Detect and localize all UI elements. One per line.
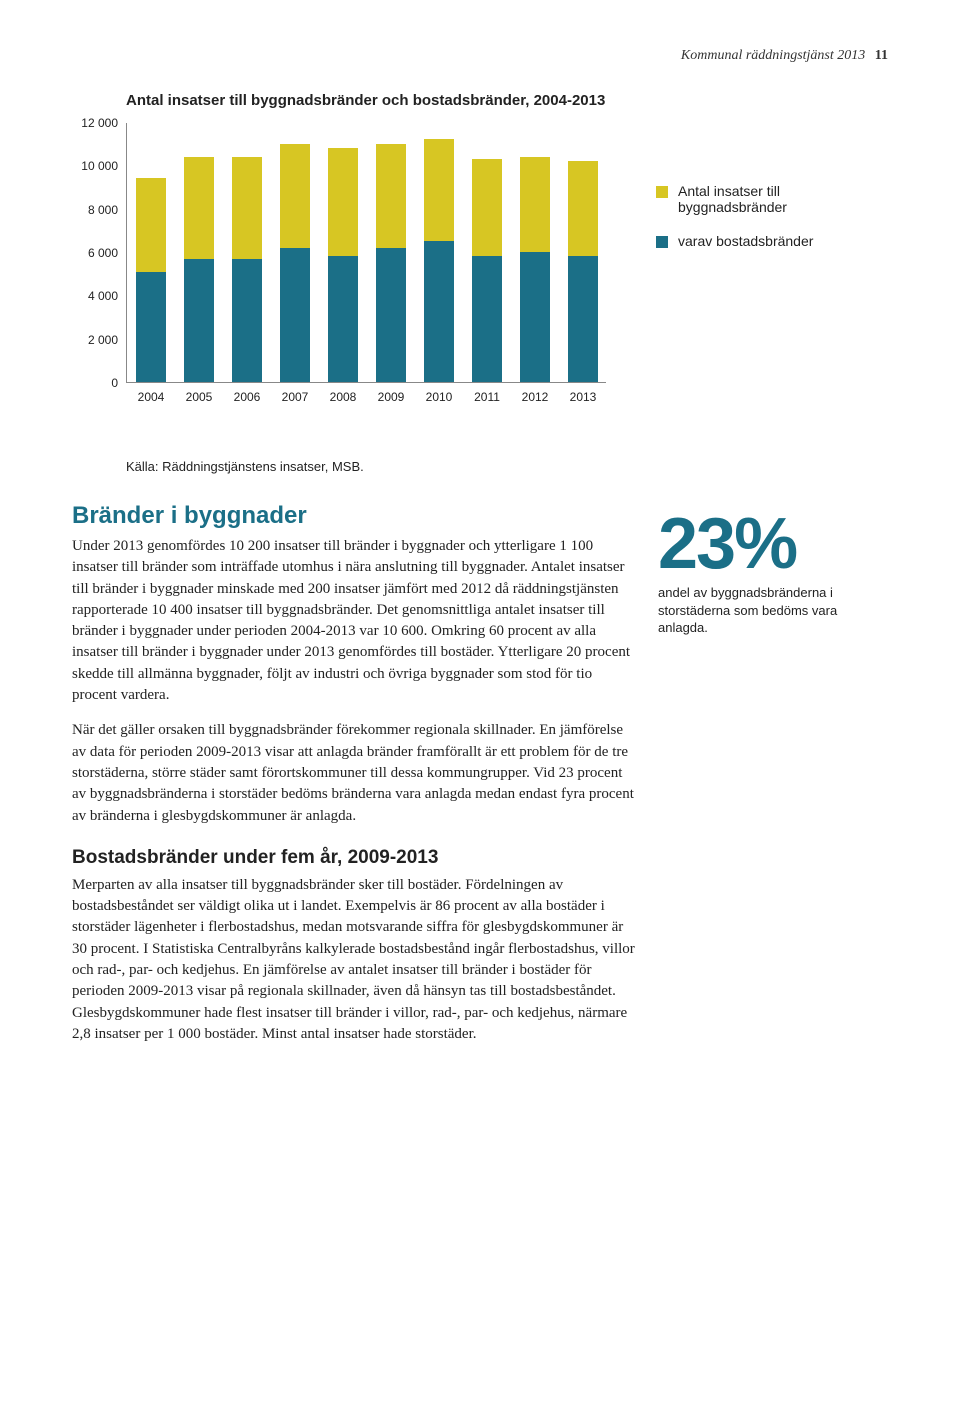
chart-xtick-label: 2006 bbox=[223, 390, 271, 404]
chart-bar-segment-bostad bbox=[136, 272, 166, 383]
legend-swatch bbox=[656, 186, 668, 198]
chart-bar-segment-bostad bbox=[184, 259, 214, 383]
paragraph: Merparten av alla insatser till byggnads… bbox=[72, 875, 638, 1045]
main-column: Bränder i byggnader Under 2013 genomförd… bbox=[72, 502, 638, 1059]
chart-bar-segment-byggnad bbox=[328, 148, 358, 256]
side-column: 23% andel av byggnadsbränderna i storstä… bbox=[658, 502, 888, 637]
paragraph: Under 2013 genomfördes 10 200 insatser t… bbox=[72, 536, 638, 706]
chart-bar-segment-bostad bbox=[280, 248, 310, 382]
running-head-title: Kommunal räddningstjänst 2013 bbox=[681, 48, 865, 63]
legend-item: Antal insatser till byggnadsbränder bbox=[656, 183, 826, 215]
page-number: 11 bbox=[875, 48, 888, 63]
chart-xtick-label: 2011 bbox=[463, 390, 511, 404]
callout-number: 23% bbox=[658, 508, 888, 580]
chart-bar-segment-bostad bbox=[328, 256, 358, 382]
legend-label: varav bostadsbränder bbox=[678, 233, 813, 249]
chart-xtick-label: 2008 bbox=[319, 390, 367, 404]
chart-ytick-label: 2 000 bbox=[72, 333, 126, 347]
chart-bar-segment-bostad bbox=[472, 256, 502, 382]
section-title-bostadsbrander: Bostadsbränder under fem år, 2009-2013 bbox=[72, 847, 638, 869]
chart-title: Antal insatser till byggnadsbränder och … bbox=[126, 92, 888, 109]
chart-plot-area: 2004200520062007200820092010201120122013 bbox=[126, 123, 606, 383]
page: Kommunal räddningstjänst 2013 11 Antal i… bbox=[0, 0, 960, 1115]
running-head: Kommunal räddningstjänst 2013 11 bbox=[72, 48, 888, 64]
chart-ytick-label: 12 000 bbox=[72, 116, 126, 130]
legend-label: Antal insatser till byggnadsbränder bbox=[678, 183, 826, 215]
chart-xtick-label: 2004 bbox=[127, 390, 175, 404]
chart-ytick-label: 10 000 bbox=[72, 159, 126, 173]
chart-bar-segment-byggnad bbox=[184, 157, 214, 259]
chart-xtick-label: 2010 bbox=[415, 390, 463, 404]
chart-wrap: 2004200520062007200820092010201120122013… bbox=[72, 123, 888, 423]
chart-bar-segment-byggnad bbox=[376, 144, 406, 248]
chart-bar-segment-bostad bbox=[376, 248, 406, 382]
chart: 2004200520062007200820092010201120122013… bbox=[72, 123, 630, 423]
chart-ytick-label: 0 bbox=[72, 376, 126, 390]
chart-bar-segment-bostad bbox=[424, 241, 454, 382]
legend-item: varav bostadsbränder bbox=[656, 233, 826, 249]
chart-bar-segment-byggnad bbox=[568, 161, 598, 256]
chart-ytick-label: 6 000 bbox=[72, 246, 126, 260]
chart-xtick-label: 2013 bbox=[559, 390, 607, 404]
callout-note: andel av byggnadsbränderna i storstädern… bbox=[658, 584, 888, 637]
chart-ytick-label: 8 000 bbox=[72, 203, 126, 217]
chart-bar-segment-byggnad bbox=[280, 144, 310, 248]
chart-bar-segment-byggnad bbox=[232, 157, 262, 259]
chart-bar-segment-byggnad bbox=[520, 157, 550, 252]
chart-bar-segment-bostad bbox=[520, 252, 550, 382]
chart-bar-segment-bostad bbox=[568, 256, 598, 382]
chart-xtick-label: 2007 bbox=[271, 390, 319, 404]
chart-bar-segment-bostad bbox=[232, 259, 262, 383]
chart-bar-segment-byggnad bbox=[472, 159, 502, 257]
legend-swatch bbox=[656, 236, 668, 248]
chart-legend: Antal insatser till byggnadsbränder varav… bbox=[656, 183, 826, 267]
chart-bar-segment-byggnad bbox=[424, 139, 454, 241]
chart-bar-segment-byggnad bbox=[136, 178, 166, 271]
chart-xtick-label: 2009 bbox=[367, 390, 415, 404]
paragraph: När det gäller orsaken till byggnadsbrän… bbox=[72, 720, 638, 826]
chart-xtick-label: 2005 bbox=[175, 390, 223, 404]
chart-xtick-label: 2012 bbox=[511, 390, 559, 404]
section-title-brander: Bränder i byggnader bbox=[72, 502, 638, 530]
chart-source: Källa: Räddningstjänstens insatser, MSB. bbox=[126, 459, 888, 474]
chart-ytick-label: 4 000 bbox=[72, 289, 126, 303]
columns: Bränder i byggnader Under 2013 genomförd… bbox=[72, 502, 888, 1059]
